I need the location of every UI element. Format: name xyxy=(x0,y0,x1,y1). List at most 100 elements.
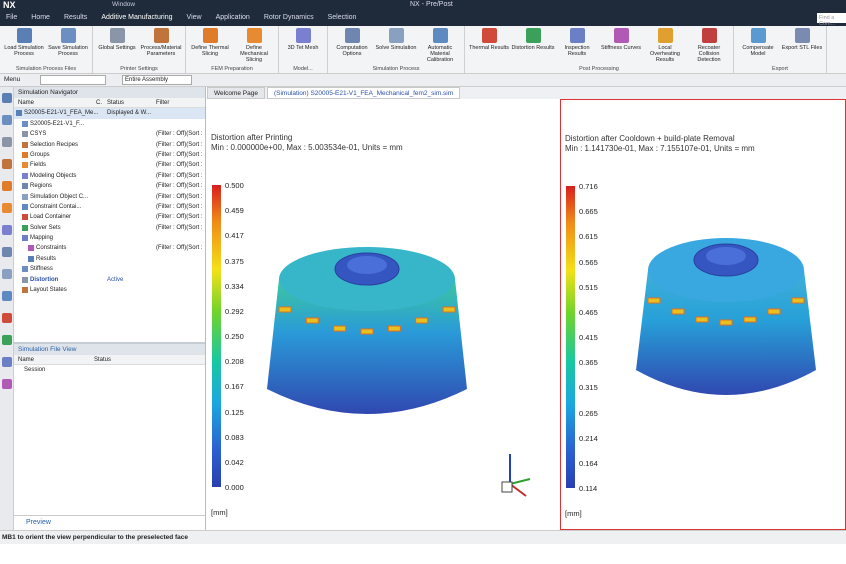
ribbon-group: Thermal Results Distortion Results Inspect… xyxy=(465,26,734,73)
button-label: Global Settings xyxy=(98,45,136,51)
ribbon-button[interactable]: Solve Simulation xyxy=(374,28,418,66)
ribbon-group: Load Simulation Process Save Simulation P… xyxy=(0,26,93,73)
ribbon-buttons: Global Settings Process/Material Paramete… xyxy=(95,28,183,66)
node-name: S20005-E21-V1_F... xyxy=(30,120,85,127)
button-icon xyxy=(388,28,404,43)
tree-row[interactable]: Load Container (Filter : Off)(Sort : xyxy=(14,212,205,222)
menu-tab[interactable]: Application xyxy=(215,14,250,21)
file-tree: Session xyxy=(14,365,205,375)
viewport[interactable]: Distortion after Printing Min : 0.000000e… xyxy=(207,99,558,530)
ribbon-group: Define Thermal Slicing Define Mechanical … xyxy=(186,26,279,73)
ribbon-button[interactable]: Define Mechanical Slicing xyxy=(232,28,276,66)
ribbon-button[interactable]: Local Overheating Results xyxy=(643,28,687,66)
menu-tab[interactable]: Rotor Dynamics xyxy=(263,14,314,21)
menu-tab[interactable]: Additive Manufacturing xyxy=(101,14,173,21)
tree-row[interactable]: Constraints (Filter : Off)(Sort : xyxy=(14,243,205,253)
node-name: Stiffness xyxy=(30,266,53,273)
legend-label: 0.114 xyxy=(579,484,598,493)
resource-icon[interactable] xyxy=(2,225,12,235)
document-tab[interactable]: (Simulation) S20005-E21-V1_FEA_Mechanica… xyxy=(266,87,461,99)
tree-row[interactable]: Session xyxy=(14,365,205,375)
view-triad[interactable] xyxy=(490,444,540,504)
node-name: Mapping xyxy=(30,235,54,242)
ribbon-button[interactable]: 3D Tet Mesh xyxy=(281,28,325,66)
tree-row[interactable]: Mapping xyxy=(14,233,205,243)
unit-label: [mm] xyxy=(565,509,582,518)
button-icon xyxy=(657,28,673,43)
resource-icon[interactable] xyxy=(2,379,12,389)
menu-tab[interactable]: File xyxy=(6,14,18,21)
ribbon-group: Global Settings Process/Material Paramete… xyxy=(93,26,186,73)
result-title: Distortion after Printing xyxy=(211,133,293,142)
node-filter: (Filter : Off)(Sort : xyxy=(156,162,203,169)
tree-row[interactable]: Selection Recipes (Filter : Off)(Sort : xyxy=(14,140,205,150)
preview-panel[interactable]: Preview xyxy=(14,515,205,529)
tree-row[interactable]: Layout States xyxy=(14,285,205,295)
legend-label: 0.565 xyxy=(579,257,598,267)
resource-icon[interactable] xyxy=(2,269,12,279)
menu-tab[interactable]: View xyxy=(186,14,202,21)
ribbon-group: Computation Options Solve Simulation Autom… xyxy=(328,26,465,73)
resource-icon[interactable] xyxy=(2,93,12,103)
tree-row[interactable]: Solver Sets (Filter : Off)(Sort : xyxy=(14,223,205,233)
menu-tab[interactable]: Selection xyxy=(327,14,357,21)
tree-row[interactable]: Fields (Filter : Off)(Sort : xyxy=(14,160,205,170)
assembly-dropdown[interactable]: Entire Assembly xyxy=(122,75,192,85)
ribbon-button[interactable]: Recoater Collision Detection xyxy=(687,28,731,66)
resource-icon[interactable] xyxy=(2,159,12,169)
ribbon-button[interactable]: Thermal Results xyxy=(467,28,511,66)
menu-tab[interactable]: Results xyxy=(63,14,88,21)
resource-icon[interactable] xyxy=(2,247,12,257)
column-label: Status xyxy=(94,357,112,363)
menu-button[interactable]: Menu xyxy=(4,76,21,83)
tree-row[interactable]: Regions (Filter : Off)(Sort : xyxy=(14,181,205,191)
ribbon-button[interactable]: Process/Material Parameters xyxy=(139,28,183,66)
resource-icon[interactable] xyxy=(2,137,12,147)
legend-label: 0.214 xyxy=(579,433,598,443)
hot-spot xyxy=(305,317,319,324)
tree-row[interactable]: Simulation Object C... (Filter : Off)(Sor… xyxy=(14,192,205,202)
ribbon-button[interactable]: Load Simulation Process xyxy=(2,28,46,66)
tree-row[interactable]: Constraint Contai... (Filter : Off)(Sort … xyxy=(14,202,205,212)
document-tab[interactable]: Welcome Page xyxy=(207,87,265,99)
file-view-title[interactable]: Simulation File View xyxy=(14,344,205,355)
tree-icon xyxy=(22,276,28,283)
tree-row[interactable]: S20005-E21-V1_FEA_Me... Displayed & W... xyxy=(14,108,205,119)
ribbon-button[interactable]: Stiffness Curves xyxy=(599,28,643,66)
node-filter: (Filter : Off)(Sort : xyxy=(156,131,203,138)
ribbon-button[interactable]: Global Settings xyxy=(95,28,139,66)
resource-icon[interactable] xyxy=(2,335,12,345)
ribbon-buttons: Computation Options Solve Simulation Autom… xyxy=(330,28,462,66)
tree-row[interactable]: Stiffness xyxy=(14,264,205,274)
resource-icon[interactable] xyxy=(2,203,12,213)
tree-icon xyxy=(22,224,28,231)
resource-icon[interactable] xyxy=(2,181,12,191)
ribbon-button[interactable]: Save Simulation Process xyxy=(46,28,90,66)
ribbon-button[interactable]: Compensate Model xyxy=(736,28,780,66)
command-search[interactable]: Find a Com... xyxy=(817,13,846,27)
ribbon-button[interactable]: Automatic Material Calibration xyxy=(418,28,462,66)
button-label: Solve Simulation xyxy=(375,45,417,51)
tree-row[interactable]: S20005-E21-V1_F... xyxy=(14,119,205,129)
resource-icon[interactable] xyxy=(2,291,12,301)
tree-row[interactable]: Distortion Active xyxy=(14,275,205,285)
menu-tab[interactable]: Home xyxy=(31,14,50,21)
resource-icon[interactable] xyxy=(2,313,12,323)
ribbon-button[interactable]: Inspection Results xyxy=(555,28,599,66)
ribbon-button[interactable]: Distortion Results xyxy=(511,28,555,66)
tree-row[interactable]: Results xyxy=(14,254,205,264)
ribbon-button[interactable]: Export STL Files xyxy=(780,28,824,66)
tree-icon xyxy=(22,131,28,138)
ribbon-button[interactable]: Define Thermal Slicing xyxy=(188,28,232,66)
tree-row[interactable]: CSYS (Filter : Off)(Sort : xyxy=(14,129,205,139)
ribbon-button[interactable]: Computation Options xyxy=(330,28,374,66)
filter-dropdown[interactable] xyxy=(40,75,106,85)
viewport[interactable]: Distortion after Cooldown + build-plate … xyxy=(560,99,846,530)
tree-row[interactable]: Modeling Objects (Filter : Off)(Sort : xyxy=(14,171,205,181)
color-bar xyxy=(212,185,221,487)
resource-icon[interactable] xyxy=(2,357,12,367)
color-bar xyxy=(566,186,575,488)
resource-icon[interactable] xyxy=(2,115,12,125)
window-menu[interactable]: Window xyxy=(112,1,136,8)
tree-row[interactable]: Groups (Filter : Off)(Sort : xyxy=(14,150,205,160)
